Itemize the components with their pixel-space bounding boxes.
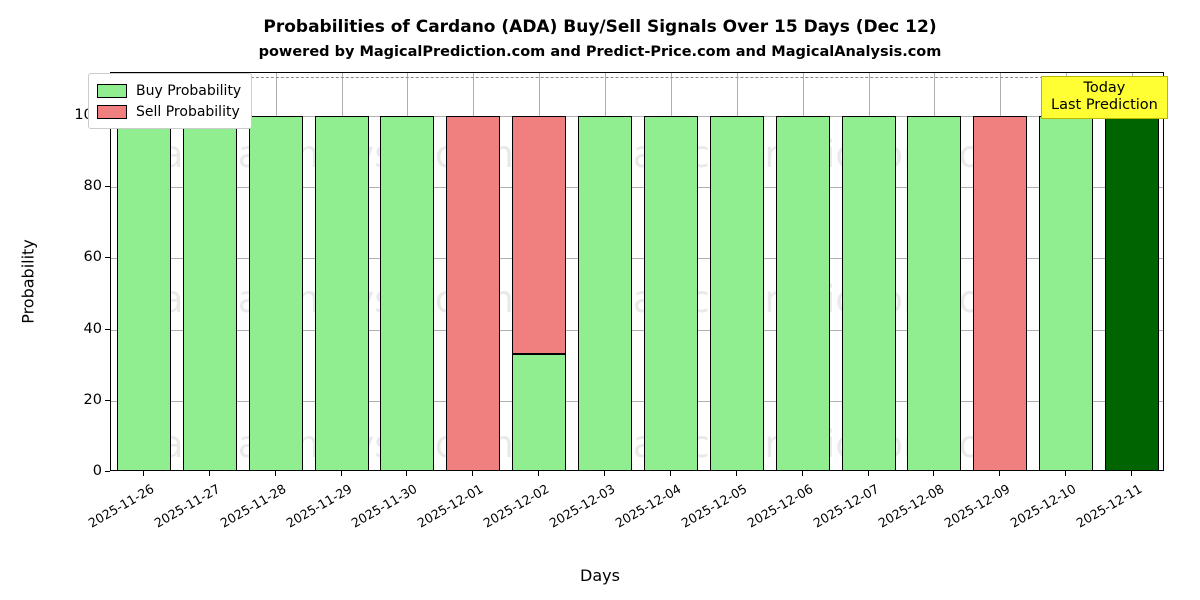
x-axis-tick bbox=[142, 471, 144, 476]
gridline-horizontal bbox=[111, 115, 1163, 117]
bar-sell bbox=[446, 115, 501, 470]
y-axis-tick-label: 40 bbox=[83, 320, 102, 337]
gridline-horizontal bbox=[111, 258, 1163, 260]
bar-buy bbox=[578, 115, 633, 470]
bar-buy bbox=[380, 115, 435, 470]
y-axis-tick bbox=[105, 328, 110, 330]
legend-item-sell: Sell Probability bbox=[97, 101, 241, 122]
y-axis-tick-label: 80 bbox=[83, 178, 102, 194]
bar-buy bbox=[182, 115, 237, 470]
y-axis-tick-label: 0 bbox=[92, 463, 102, 479]
today-annotation: Today Last Prediction bbox=[1041, 76, 1168, 120]
x-axis-tick bbox=[801, 471, 803, 476]
x-axis-tick bbox=[208, 471, 210, 476]
y-axis-tick bbox=[105, 257, 110, 259]
bar-buy bbox=[775, 115, 830, 470]
x-axis-tick bbox=[472, 471, 474, 476]
x-axis-title: Days bbox=[580, 566, 620, 585]
x-axis-tick bbox=[406, 471, 408, 476]
plot-area: MagicalAnalysis.comMagicalPrediction.com… bbox=[110, 72, 1164, 471]
bar-buy bbox=[709, 115, 764, 470]
bar-last-prediction bbox=[1105, 115, 1160, 470]
legend-swatch-sell bbox=[97, 104, 127, 119]
chart-title: Probabilities of Cardano (ADA) Buy/Sell … bbox=[263, 17, 937, 37]
legend-item-buy: Buy Probability bbox=[97, 80, 241, 101]
x-axis-tick bbox=[669, 471, 671, 476]
x-axis-tick bbox=[1065, 471, 1067, 476]
x-axis-tick bbox=[999, 471, 1001, 476]
gridline-horizontal bbox=[111, 187, 1163, 188]
gridline-horizontal bbox=[111, 400, 1163, 402]
chart-legend: Buy Probability Sell Probability bbox=[88, 73, 253, 129]
bar-buy bbox=[512, 354, 567, 470]
bar-buy bbox=[248, 115, 303, 470]
gridline-horizontal bbox=[111, 329, 1163, 331]
bar-buy bbox=[1039, 115, 1094, 470]
bar-buy bbox=[314, 115, 369, 470]
y-axis-tick bbox=[105, 186, 110, 187]
x-axis-tick bbox=[604, 471, 606, 476]
bar-sell bbox=[973, 115, 1028, 470]
threshold-dashed-line bbox=[111, 76, 1163, 78]
chart-subtitle: powered by MagicalPrediction.com and Pre… bbox=[258, 44, 942, 60]
legend-swatch-buy bbox=[97, 83, 127, 98]
x-axis-tick bbox=[274, 471, 276, 476]
legend-label-buy: Buy Probability bbox=[136, 82, 242, 99]
bar-buy bbox=[643, 115, 698, 470]
x-axis-tick bbox=[538, 471, 540, 476]
y-axis-title: Probability bbox=[18, 239, 38, 324]
y-axis-tick-label: 20 bbox=[83, 391, 102, 408]
y-axis-tick bbox=[105, 471, 110, 472]
bar-buy bbox=[841, 115, 896, 470]
legend-label-sell: Sell Probability bbox=[136, 103, 240, 120]
bar-sell bbox=[512, 115, 567, 355]
y-axis-tick-label: 60 bbox=[83, 249, 102, 266]
x-axis-tick bbox=[735, 471, 737, 476]
x-axis-tick bbox=[867, 471, 869, 476]
bar-buy bbox=[116, 115, 171, 470]
x-axis-tick bbox=[340, 471, 342, 476]
x-axis-tick bbox=[933, 471, 935, 476]
x-axis-tick bbox=[1131, 471, 1133, 476]
today-annotation-line1: Today bbox=[1083, 80, 1126, 96]
today-annotation-line2: Last Prediction bbox=[1051, 97, 1158, 114]
bar-buy bbox=[907, 115, 962, 470]
y-axis-tick bbox=[105, 399, 110, 401]
